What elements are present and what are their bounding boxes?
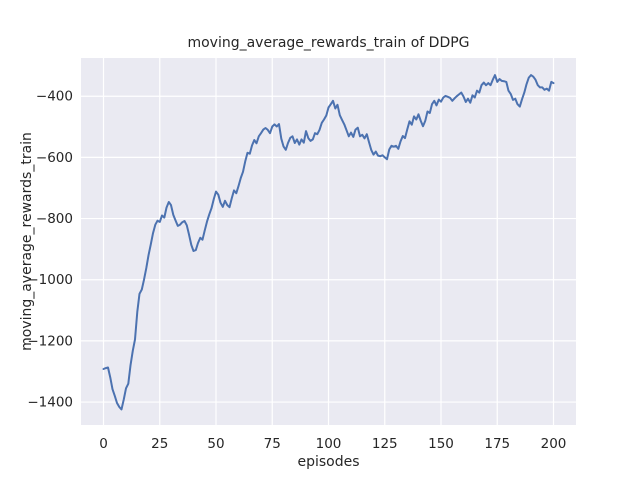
x-axis-label: episodes [297, 454, 359, 470]
y-tick-label: −1200 [27, 333, 73, 349]
x-tick-label: 125 [372, 436, 398, 452]
y-tick-label: −1000 [27, 272, 73, 288]
x-tick-label: 200 [541, 436, 567, 452]
x-tick-label: 175 [484, 436, 510, 452]
x-tick-label: 75 [264, 436, 281, 452]
x-tick-label: 25 [151, 436, 168, 452]
x-tick-label: 50 [207, 436, 224, 452]
y-axis-label: moving_average_rewards_train [19, 132, 35, 351]
reward-line [102, 74, 555, 411]
y-tick-label: −1400 [27, 395, 73, 411]
y-tick-label: −800 [36, 211, 73, 227]
y-tick-label: −600 [36, 150, 73, 166]
x-tick-label: 150 [428, 436, 454, 452]
x-tick-label: 100 [316, 436, 342, 452]
x-tick-label: 0 [99, 436, 108, 452]
y-tick-label: −400 [36, 89, 73, 105]
chart-title: moving_average_rewards_train of DDPG [187, 35, 469, 51]
